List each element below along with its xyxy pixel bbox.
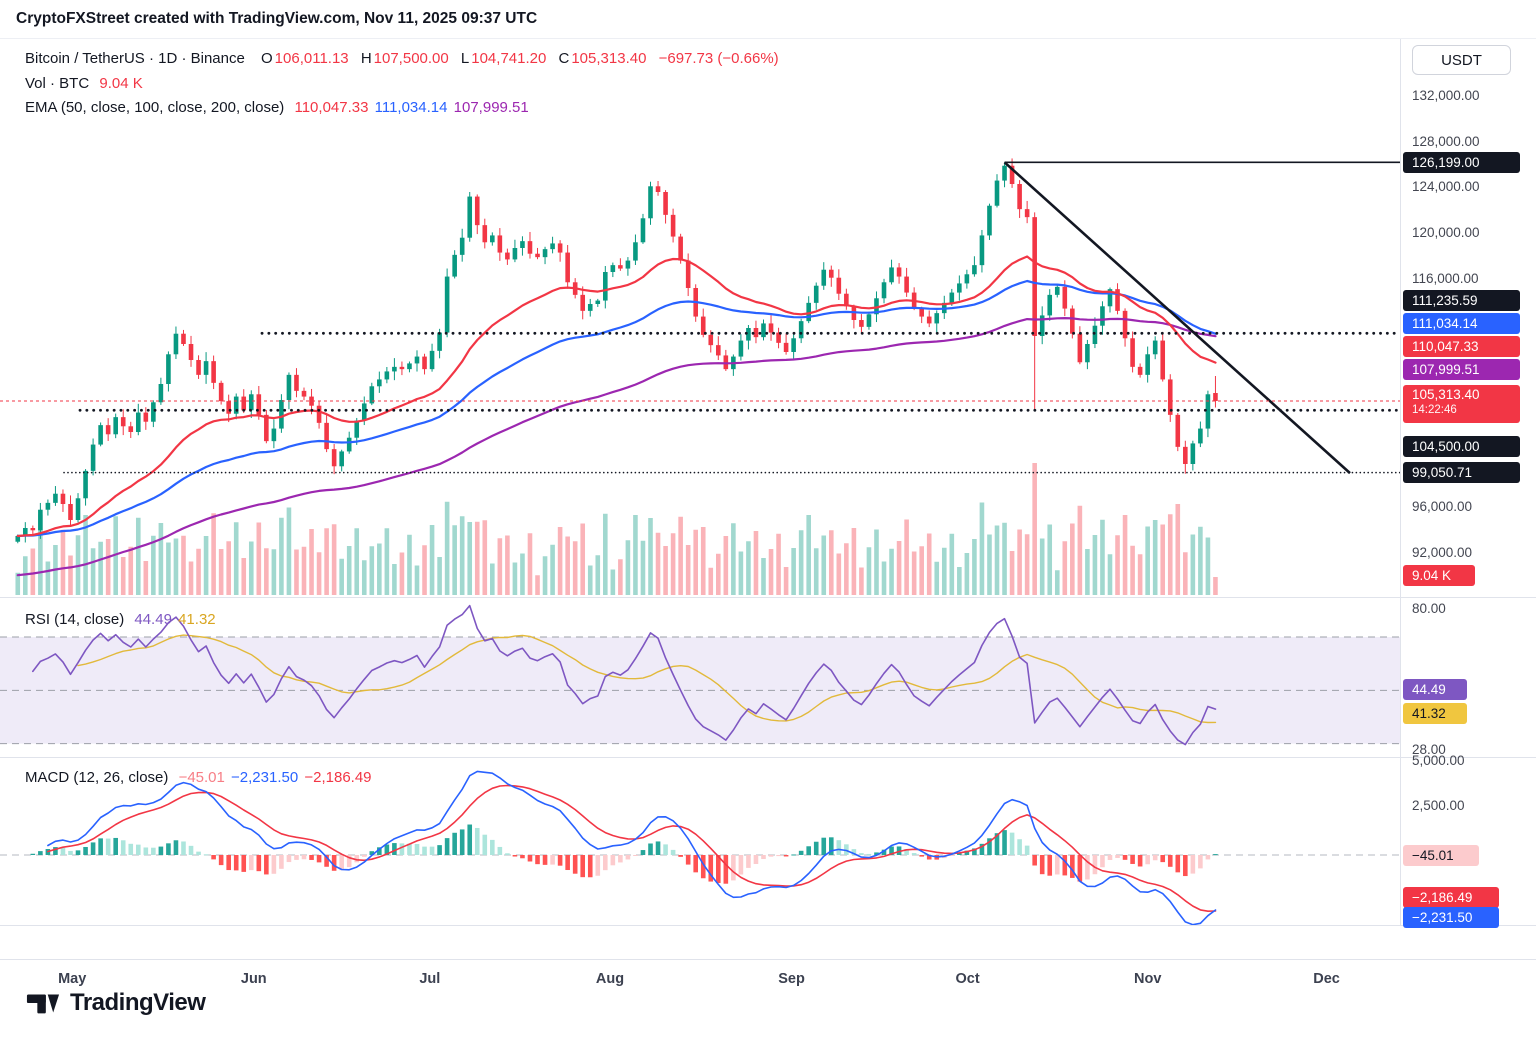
- ema200-value: 107,999.51: [453, 99, 529, 116]
- currency-toggle-usdt[interactable]: USDT: [1412, 45, 1511, 75]
- ema-label[interactable]: EMA (50, close, 100, close, 200, close): [25, 99, 285, 116]
- ohlc-high-value: 107,500.00: [373, 50, 449, 67]
- change-value: −697.73 (−0.66%): [658, 50, 779, 67]
- time-axis-label-jul: Jul: [419, 971, 441, 987]
- ohlc-close-label: C: [558, 50, 570, 67]
- time-axis-label-aug: Aug: [595, 971, 625, 987]
- macd-hist-value: −45.01: [178, 769, 225, 786]
- macd-line-value: −2,231.50: [231, 769, 299, 786]
- volume-legend: Vol · BTC 9.04 K: [25, 75, 143, 92]
- volume-label[interactable]: Vol · BTC: [25, 75, 90, 92]
- symbol-legend: Bitcoin / TetherUS · 1D · Binance O 106,0…: [25, 50, 779, 67]
- rsi-ma-value: 41.32: [178, 611, 216, 628]
- time-axis-label-sep: Sep: [778, 971, 805, 987]
- ema-legend: EMA (50, close, 100, close, 200, close) …: [25, 99, 529, 116]
- ema50-value: 110,047.33: [294, 99, 369, 116]
- time-axis[interactable]: May Jun Jul Aug Sep Oct Nov Dec: [0, 963, 1400, 998]
- volume-value: 9.04 K: [99, 75, 143, 92]
- time-axis-label-may: May: [58, 971, 87, 987]
- tradingview-icon: [26, 994, 60, 1014]
- header-bar: CryptoFXStreet created with TradingView.…: [0, 0, 1536, 39]
- chart-canvas[interactable]: [0, 38, 1536, 963]
- ohlc-low-label: L: [460, 50, 470, 67]
- time-axis-label-nov: Nov: [1134, 971, 1162, 987]
- macd-legend: MACD (12, 26, close) −45.01 −2,231.50 −2…: [25, 769, 372, 786]
- time-axis-label-oct: Oct: [955, 971, 980, 987]
- rsi-label[interactable]: RSI (14, close): [25, 611, 125, 628]
- brand-text: TradingView: [70, 989, 206, 1016]
- ohlc-open-value: 106,011.13: [274, 50, 349, 67]
- time-axis-label-dec: Dec: [1313, 971, 1340, 987]
- symbol-title[interactable]: Bitcoin / TetherUS · 1D · Binance: [25, 50, 245, 67]
- macd-signal-value: −2,186.49: [304, 769, 372, 786]
- header-credit: CryptoFXStreet created with TradingView.…: [16, 10, 538, 27]
- ohlc-low-value: 104,741.20: [471, 50, 547, 67]
- ohlc-open-label: O: [261, 50, 273, 67]
- time-axis-label-jun: Jun: [240, 971, 267, 987]
- ohlc-close-value: 105,313.40: [571, 50, 647, 67]
- macd-label[interactable]: MACD (12, 26, close): [25, 769, 169, 786]
- rsi-value: 44.49: [134, 611, 172, 628]
- ohlc-high-label: H: [360, 50, 372, 67]
- tradingview-branding[interactable]: TradingView: [26, 986, 206, 1020]
- rsi-legend: RSI (14, close) 44.49 41.32: [25, 611, 216, 628]
- ema100-value: 111,034.14: [374, 99, 448, 116]
